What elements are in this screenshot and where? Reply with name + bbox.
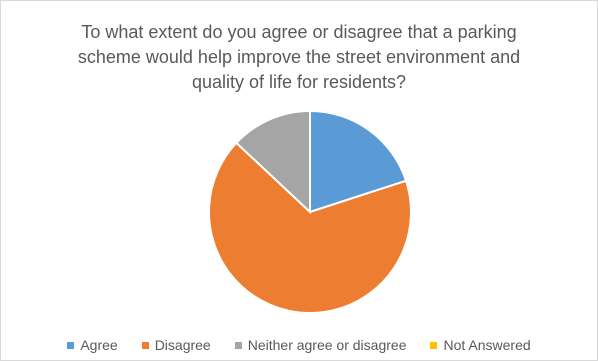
legend-swatch-neither — [234, 341, 242, 349]
pie-slice-neither-agree-or-disagree — [234, 109, 311, 215]
legend-item-agree: Agree — [67, 337, 118, 353]
legend-swatch-agree — [67, 341, 75, 349]
legend-label-neither: Neither agree or disagree — [247, 337, 407, 353]
legend-item-disagree: Disagree — [141, 337, 211, 353]
legend-item-neither: Neither agree or disagree — [234, 337, 407, 353]
pie-slice-disagree — [208, 141, 412, 314]
legend-label-agree: Agree — [80, 337, 118, 353]
legend-item-not-answered: Not Answered — [430, 337, 531, 353]
pie-slice-agree — [309, 109, 408, 214]
legend-swatch-disagree — [141, 341, 149, 349]
legend: Agree Disagree Neither agree or disagree… — [0, 337, 598, 353]
legend-swatch-not-answered — [430, 341, 438, 349]
pie-slices — [208, 109, 412, 314]
legend-label-not-answered: Not Answered — [443, 337, 531, 353]
legend-label-disagree: Disagree — [154, 337, 211, 353]
chart-title: To what extent do you agree or disagree … — [77, 22, 521, 92]
